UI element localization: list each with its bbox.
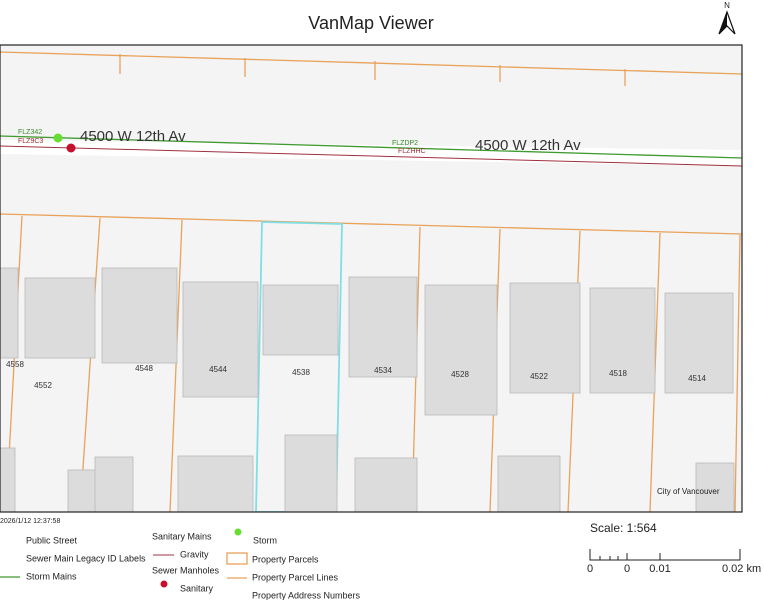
- address-number: 4544: [209, 365, 227, 374]
- building: [348, 276, 418, 378]
- legend-item: Storm Mains: [26, 571, 77, 581]
- pipe-label: FLZDP2: [392, 140, 418, 147]
- address-number: 4522: [530, 372, 548, 381]
- building: [182, 281, 259, 398]
- legend-item: Public Street: [26, 535, 78, 545]
- building: [284, 434, 338, 512]
- building: [262, 284, 339, 356]
- legend-item: Property Parcels: [252, 554, 319, 564]
- street-label: 4500 W 12th Av: [475, 137, 581, 154]
- building: [509, 282, 581, 394]
- address-number: 4552: [34, 381, 52, 390]
- scale-label: 0: [624, 563, 630, 575]
- building: [0, 267, 19, 359]
- legend-item: Sewer Main Legacy ID Labels: [26, 553, 146, 563]
- north-arrow: N: [718, 1, 736, 35]
- sanitary-manhole: [66, 143, 76, 153]
- address-number: 4518: [609, 369, 627, 378]
- building: [0, 447, 16, 512]
- address-number: 4534: [374, 366, 392, 375]
- address-number: 4514: [688, 374, 706, 383]
- legend-item: Gravity: [180, 549, 209, 559]
- legend-item: Sanitary Mains: [152, 531, 212, 541]
- pipe-label: FLZ9C3: [18, 138, 43, 145]
- building: [497, 455, 561, 512]
- legend-item: Property Parcel Lines: [252, 572, 339, 582]
- map-frame: 4558 4552 4548 4544 4538 4534 4528 4522 4518 4514…: [0, 45, 742, 512]
- scale-text: Scale: 1:564: [590, 521, 657, 535]
- address-number: 4528: [451, 370, 469, 379]
- storm-manhole: [53, 133, 63, 143]
- timestamp: 2026/1/12 12:37:58: [0, 518, 60, 525]
- building: [589, 287, 656, 394]
- legend: 2026/1/12 12:37:58 Public Street Sewer M…: [0, 518, 361, 600]
- building: [695, 462, 735, 512]
- scale: Scale: 1:564 0 0 0.01 0.02 km: [587, 521, 761, 575]
- credit: City of Vancouver: [657, 487, 720, 496]
- legend-item: Storm: [253, 535, 277, 545]
- address-number: 4538: [292, 368, 310, 377]
- scale-label: 0.01: [649, 563, 670, 575]
- address-number: 4558: [6, 360, 24, 369]
- building: [94, 456, 134, 512]
- building: [101, 267, 178, 364]
- scale-label: 0: [587, 563, 593, 575]
- building: [354, 457, 418, 512]
- building: [24, 277, 96, 359]
- north-label: N: [724, 1, 730, 10]
- scale-label: 0.02 km: [722, 563, 761, 575]
- address-number: 4548: [135, 364, 153, 373]
- building: [424, 284, 498, 416]
- building: [177, 455, 254, 512]
- pipe-label: FLZHHC: [398, 148, 426, 155]
- building: [664, 292, 734, 394]
- pipe-label: FLZ342: [18, 129, 42, 136]
- legend-item: Sanitary: [180, 583, 214, 593]
- street-label: 4500 W 12th Av: [80, 128, 186, 145]
- legend-item: Property Address Numbers: [252, 590, 361, 600]
- legend-item: Sewer Manholes: [152, 565, 220, 575]
- building: [67, 469, 99, 512]
- title: VanMap Viewer: [308, 13, 433, 33]
